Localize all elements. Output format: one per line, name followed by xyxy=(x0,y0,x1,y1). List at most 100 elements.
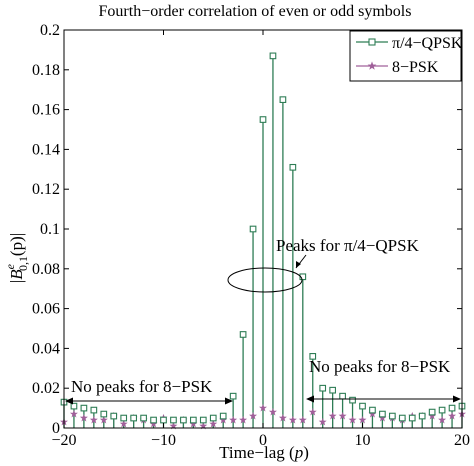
8psk-point xyxy=(378,413,387,422)
qpsk-point xyxy=(150,416,157,424)
qpsk-point xyxy=(70,402,78,410)
8psk-point xyxy=(239,415,248,424)
legend-label-8psk: 8−PSK xyxy=(392,59,439,76)
8psk-point xyxy=(219,415,228,424)
8psk-point xyxy=(298,415,307,424)
y-tick-label: 0.16 xyxy=(32,102,60,119)
y-tick-label: 0.04 xyxy=(32,340,60,357)
qpsk-point xyxy=(369,406,376,414)
no-peaks-right-arrow-head-left xyxy=(306,395,314,403)
8psk-point xyxy=(318,417,327,426)
legend-marker-8psk xyxy=(367,61,377,70)
qpsk-point xyxy=(160,416,167,424)
qpsk-point xyxy=(388,412,396,420)
8psk-point xyxy=(119,419,128,428)
y-tick-label: 0.14 xyxy=(32,141,60,158)
annotation-right: No peaks for 8−PSK xyxy=(306,357,461,403)
qpsk-point xyxy=(180,416,187,424)
annotation-peaks: Peaks for π/4−QPSK xyxy=(227,236,420,293)
no-peaks-right-annotation: No peaks for 8−PSK xyxy=(309,357,451,376)
8psk-point xyxy=(328,411,337,420)
peaks-ellipse xyxy=(227,267,303,293)
qpsk-point xyxy=(418,412,426,420)
x-tick-label: 20 xyxy=(454,432,470,449)
8psk-point xyxy=(249,411,258,420)
x-tick-label: 0 xyxy=(259,432,267,449)
8psk-point xyxy=(79,413,88,422)
8psk-point xyxy=(308,407,317,416)
qpsk-point xyxy=(408,414,416,422)
qpsk-point xyxy=(110,412,118,420)
no-peaks-left-annotation: No peaks for 8−PSK xyxy=(71,377,213,396)
qpsk-point xyxy=(90,406,98,414)
8psk-point xyxy=(368,409,377,418)
8psk-point xyxy=(229,415,238,424)
qpsk-point xyxy=(279,96,287,103)
8psk-point xyxy=(338,411,347,420)
x-tick-label: 10 xyxy=(355,432,371,449)
qpsk-point xyxy=(398,414,406,422)
y-tick-label: 0.1 xyxy=(40,221,60,238)
8psk-point xyxy=(358,415,367,424)
qpsk-point xyxy=(319,384,327,392)
qpsk-point xyxy=(209,414,217,422)
plot-frame xyxy=(63,29,463,429)
qpsk-point xyxy=(120,414,128,422)
x-axis-label: Time−lag (p) xyxy=(219,443,309,462)
peaks-arrow-head xyxy=(296,261,301,268)
qpsk-point xyxy=(438,406,446,414)
qpsk-point xyxy=(349,396,356,404)
qpsk-point xyxy=(428,408,436,416)
qpsk-point xyxy=(140,414,147,422)
svg-text:|Be0,1(p)|: |Be0,1(p)| xyxy=(3,233,30,283)
legend-label-qpsk: π/4−QPSK xyxy=(392,35,463,52)
qpsk-point xyxy=(329,386,337,394)
x-tick-label: −20 xyxy=(51,432,76,449)
8psk-point xyxy=(69,409,78,418)
no-peaks-left-arrow-head-right xyxy=(225,397,233,405)
8psk-point xyxy=(99,415,108,424)
qpsk-point xyxy=(170,416,177,424)
y-tick-label: 0.02 xyxy=(32,380,60,397)
8psk-point xyxy=(438,415,447,424)
qpsk-point xyxy=(229,392,237,400)
8psk-point xyxy=(149,419,158,428)
y-tick-label: 0.2 xyxy=(40,22,60,39)
annotation-left: No peaks for 8−PSK xyxy=(65,377,233,405)
qpsk-point xyxy=(249,225,257,233)
qpsk-point xyxy=(448,404,456,412)
8psk-point xyxy=(428,411,437,420)
qpsk-point xyxy=(309,353,317,360)
qpsk-point xyxy=(339,392,346,400)
qpsk-point xyxy=(289,163,297,171)
qpsk-point xyxy=(80,404,88,412)
legend-marker-qpsk xyxy=(368,38,376,46)
y-tick-label: 0.06 xyxy=(32,301,60,318)
y-axis-label: |Be0,1(p)| xyxy=(3,233,30,283)
8psk-point xyxy=(209,419,218,428)
8psk-point xyxy=(199,421,208,430)
legend: π/4−QPSK 8−PSK xyxy=(349,30,463,82)
qpsk-point xyxy=(299,273,307,281)
qpsk-point xyxy=(359,402,366,410)
qpsk-point xyxy=(100,410,108,418)
qpsk-point xyxy=(190,416,197,424)
y-tick-label: 0.18 xyxy=(32,62,60,79)
y-tick-label: 0 xyxy=(52,420,60,437)
qpsk-point xyxy=(259,116,267,123)
chart-title: Fourth−order correlation of even or odd … xyxy=(99,3,412,20)
qpsk-point xyxy=(379,410,386,418)
no-peaks-right-arrow-head-right xyxy=(453,395,461,403)
8psk-point xyxy=(278,413,287,422)
data-markers xyxy=(60,52,466,430)
y-tick-label: 0.08 xyxy=(32,261,60,278)
8psk-point xyxy=(259,403,267,412)
qpsk-point xyxy=(239,331,247,338)
8psk-point xyxy=(288,415,297,424)
8psk-point xyxy=(268,407,277,416)
peaks-annotation: Peaks for π/4−QPSK xyxy=(276,236,420,255)
qpsk-point xyxy=(269,52,277,60)
no-peaks-left-arrow-head-left xyxy=(65,397,73,405)
8psk-point xyxy=(448,411,457,420)
